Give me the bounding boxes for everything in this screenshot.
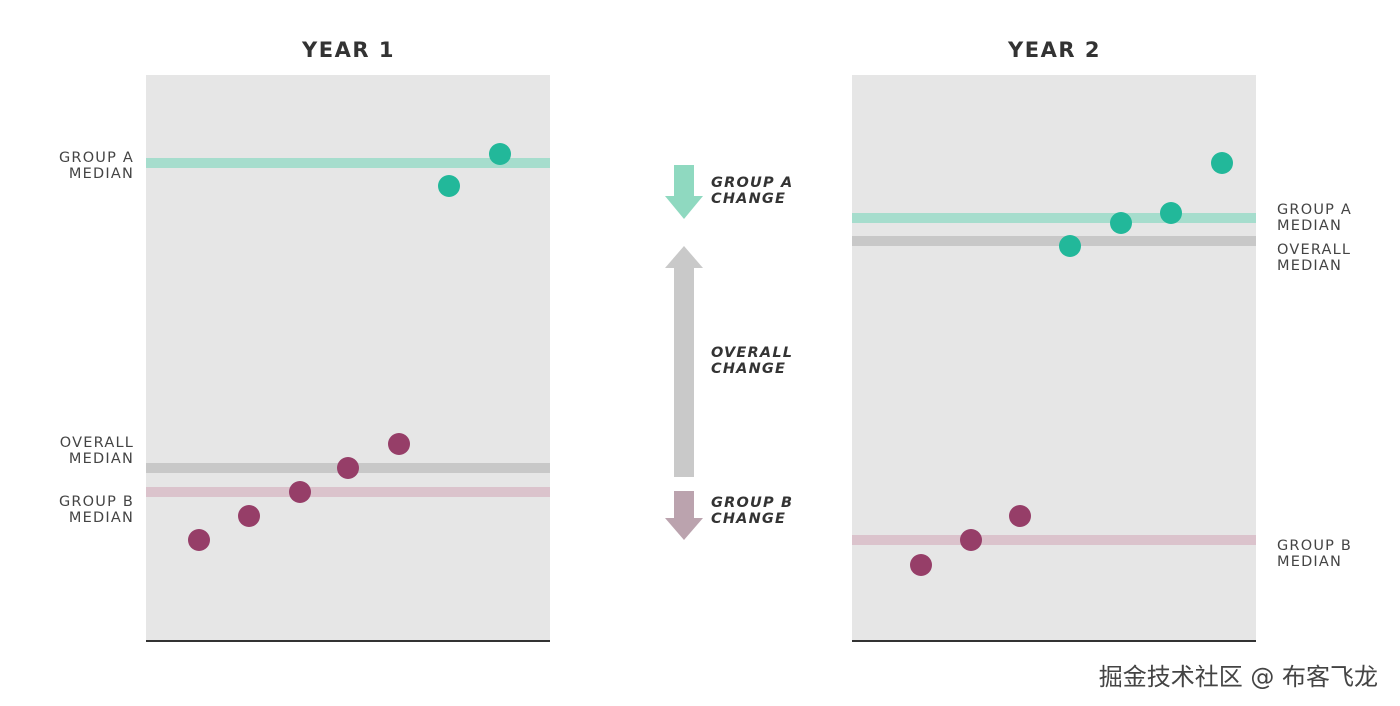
data-point-group-b [288,480,311,503]
data-point-group-a [1160,201,1183,224]
data-point-group-a [1210,152,1233,175]
data-point-group-a [1109,212,1132,235]
year-2-plot [852,75,1256,642]
overall-change-arrow [665,246,703,477]
median-line-group-b-median [852,534,1256,545]
year-2-group-b-median-label: GROUP B MEDIAN [1277,538,1353,570]
group-b-change-arrow [665,491,703,540]
year-1-overall-median-label: OVERALL MEDIAN [59,435,134,467]
watermark: 掘金技术社区 @ 布客飞龙 [1098,663,1378,691]
data-point-group-a [438,174,460,197]
overall-change-label: OVERALL CHANGE [711,345,794,377]
median-line-overall-median [852,236,1256,247]
year-2-group-a-median-label: GROUP A MEDIAN [1277,202,1353,234]
year-1-title: YEAR 1 [302,38,395,62]
data-point-group-b [187,528,210,551]
median-line-group-b-median [146,486,550,497]
group-a-change-arrow [665,165,703,219]
year-2-overall-median-label: OVERALL MEDIAN [1277,242,1352,274]
year-2-title: YEAR 2 [1008,38,1101,62]
year-1-group-b-median-label: GROUP B MEDIAN [58,494,134,526]
year-1-group-a-median-label: GROUP A MEDIAN [58,150,134,182]
group-a-change-label: GROUP A CHANGE [711,175,794,207]
data-point-group-b [909,553,932,576]
median-line-group-a-median [852,212,1256,223]
data-point-group-a [1059,235,1082,258]
median-line-group-a-median [146,157,550,168]
group-b-change-label: GROUP B CHANGE [711,495,794,527]
data-point-group-b [337,456,359,479]
data-point-group-b [960,528,983,551]
data-point-group-a [488,143,511,166]
data-point-group-b [238,504,261,527]
data-point-group-b [387,432,410,455]
year-1-plot [146,75,550,642]
data-point-group-b [1008,504,1031,527]
